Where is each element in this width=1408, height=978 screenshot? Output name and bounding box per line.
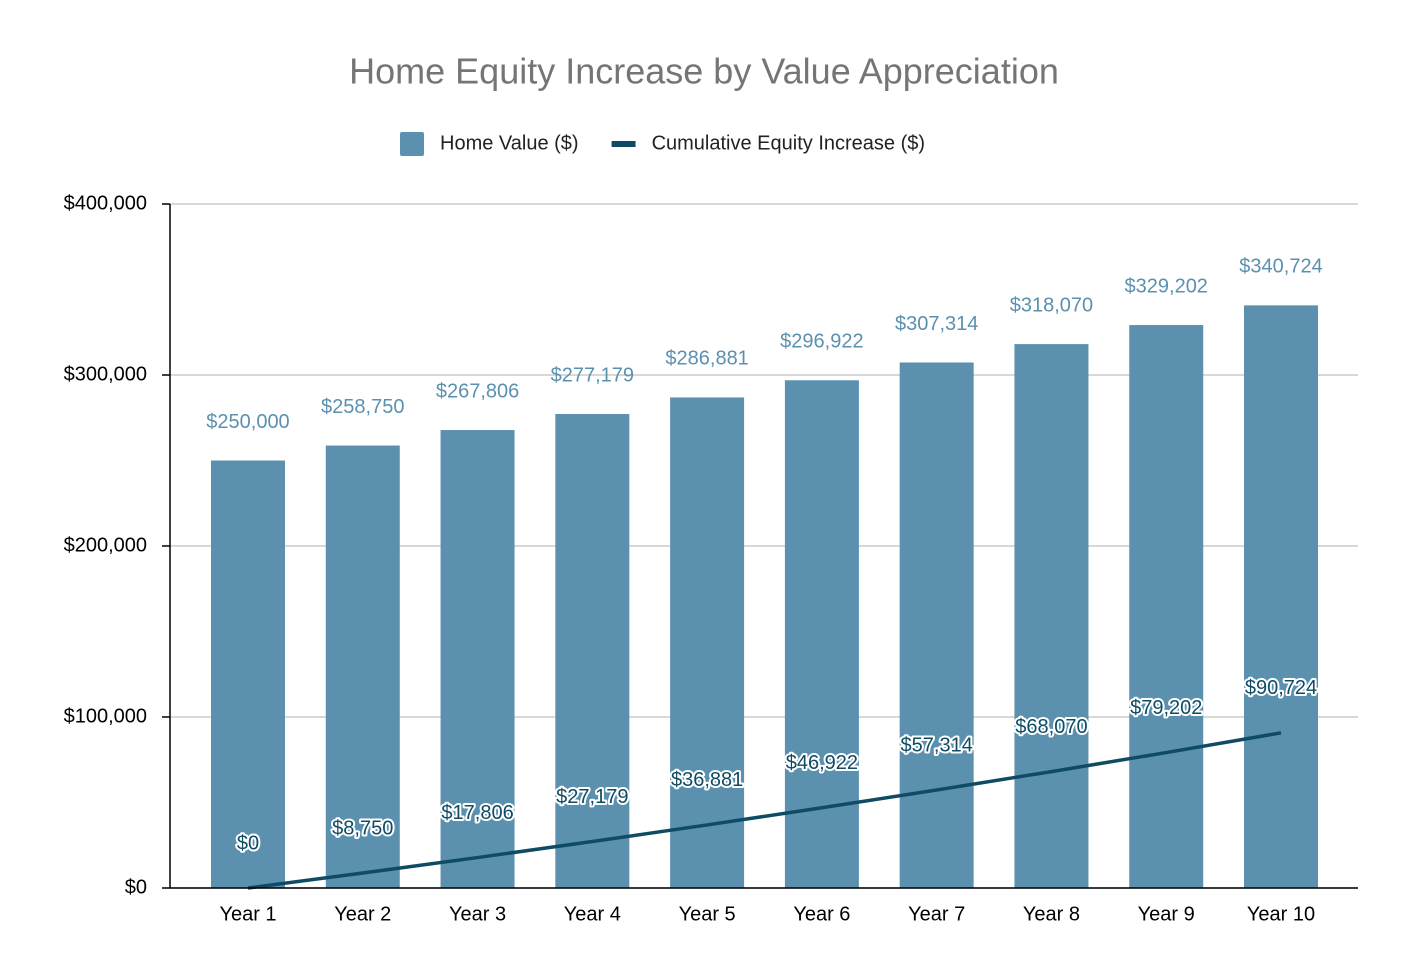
data-label: $258,750 — [321, 396, 404, 418]
bar — [325, 445, 400, 888]
data-label: $90,724 — [1245, 677, 1317, 699]
x-tick-label: Year 3 — [449, 903, 506, 925]
bar — [210, 460, 285, 888]
data-label: $0 — [237, 832, 259, 854]
data-label: $296,922 — [780, 331, 863, 353]
bar — [440, 430, 515, 888]
data-label: $329,202 — [1125, 275, 1208, 297]
x-tick-label: Year 7 — [908, 903, 965, 925]
bar — [1129, 325, 1204, 888]
y-tick-label: $200,000 — [64, 534, 147, 556]
bar — [670, 397, 745, 888]
line — [247, 731, 1282, 890]
data-label: $36,881 — [671, 769, 743, 791]
legend-swatch — [400, 132, 424, 156]
data-label: $318,070 — [1010, 294, 1093, 316]
bar — [555, 414, 630, 888]
x-tick-label: Year 5 — [679, 903, 736, 925]
y-tick-label: $300,000 — [64, 363, 147, 385]
data-label: $17,806 — [441, 802, 513, 824]
data-label: $267,806 — [436, 380, 519, 402]
y-tick-label: $400,000 — [64, 192, 147, 214]
y-tick-label: $0 — [125, 876, 147, 898]
data-label: $46,922 — [786, 752, 858, 774]
data-label: $286,881 — [665, 348, 748, 370]
x-tick-label: Year 6 — [793, 903, 850, 925]
data-label: $27,179 — [556, 786, 628, 808]
bar — [1244, 305, 1319, 889]
x-tick-label: Year 1 — [219, 903, 276, 925]
data-label: $79,202 — [1130, 697, 1202, 719]
x-tick-label: Year 2 — [334, 903, 391, 925]
bar — [899, 362, 974, 889]
data-label: $8,750 — [332, 817, 393, 839]
data-label: $307,314 — [895, 313, 978, 335]
chart-title: Home Equity Increase by Value Appreciati… — [349, 51, 1059, 92]
data-label: $250,000 — [206, 411, 289, 433]
x-tick-label: Year 8 — [1023, 903, 1080, 925]
data-label: $57,314 — [901, 734, 973, 756]
x-tick-label: Year 10 — [1247, 903, 1315, 925]
x-tick-label: Year 4 — [564, 903, 621, 925]
x-tick-label: Year 9 — [1138, 903, 1195, 925]
y-tick-label: $100,000 — [64, 705, 147, 727]
legend-label: Home Value ($) — [440, 132, 579, 154]
data-label: $340,724 — [1239, 256, 1322, 278]
legend-label: Cumulative Equity Increase ($) — [652, 132, 925, 154]
data-label: $68,070 — [1015, 716, 1087, 738]
bar — [1014, 344, 1089, 888]
data-label: $277,179 — [551, 364, 634, 386]
